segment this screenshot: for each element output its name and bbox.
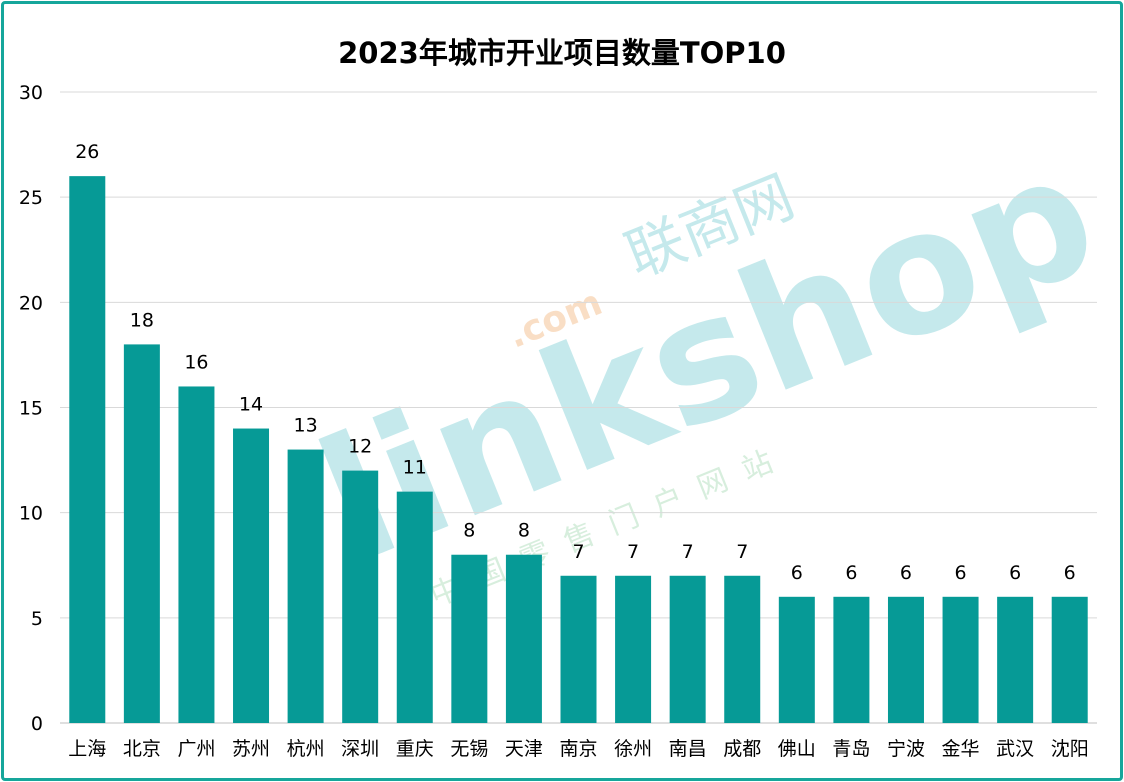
data-label: 18 [130, 309, 154, 331]
y-tick-label: 0 [31, 713, 43, 735]
bar [396, 491, 433, 723]
y-tick-label: 20 [19, 292, 43, 314]
bar [942, 596, 979, 723]
data-label: 6 [845, 562, 857, 584]
bar [833, 596, 870, 723]
x-tick-label: 深圳 [341, 738, 379, 760]
data-label: 12 [348, 436, 372, 458]
bar [1051, 596, 1088, 723]
bar [178, 386, 215, 723]
data-label: 6 [1064, 562, 1076, 584]
bar [560, 575, 597, 723]
x-tick-label: 重庆 [396, 738, 434, 760]
bar [233, 428, 270, 723]
x-tick-label: 广州 [177, 738, 215, 760]
x-tick-label: 沈阳 [1051, 738, 1089, 760]
x-tick-label: 南昌 [669, 738, 707, 760]
chart-title: 2023年城市开业项目数量TOP10 [338, 36, 786, 70]
x-tick-label: 北京 [123, 738, 161, 760]
bar [287, 449, 324, 723]
data-label: 13 [294, 415, 318, 437]
y-tick-label: 25 [19, 187, 43, 209]
x-tick-label: 宁波 [887, 738, 925, 760]
data-label: 26 [75, 141, 99, 163]
data-label: 6 [900, 562, 912, 584]
x-tick-label: 金华 [942, 738, 980, 760]
data-label: 14 [239, 394, 263, 416]
bar [69, 176, 106, 724]
x-tick-label: 徐州 [614, 738, 652, 760]
x-tick-label: 武汉 [996, 738, 1034, 760]
bar [123, 344, 160, 723]
x-tick-label: 天津 [505, 738, 543, 760]
x-tick-label: 青岛 [832, 738, 870, 760]
bar [505, 554, 542, 723]
x-tick-label: 南京 [559, 738, 597, 760]
x-tick-label: 无锡 [450, 738, 488, 760]
data-label: 8 [463, 520, 475, 542]
bar [669, 575, 706, 723]
bar [997, 596, 1034, 723]
data-label: 6 [955, 562, 967, 584]
bar [724, 575, 761, 723]
bar [615, 575, 652, 723]
x-tick-label: 杭州 [287, 738, 325, 760]
x-tick-label: 佛山 [778, 738, 816, 760]
x-tick-label: 苏州 [232, 738, 270, 760]
bar [887, 596, 924, 723]
y-tick-label: 30 [19, 82, 43, 104]
y-tick-label: 15 [19, 398, 43, 420]
data-label: 7 [736, 541, 748, 563]
data-label: 7 [627, 541, 639, 563]
bar [342, 470, 379, 723]
data-label: 11 [403, 457, 427, 479]
data-label: 7 [682, 541, 694, 563]
bar [778, 596, 815, 723]
y-tick-label: 5 [31, 608, 43, 630]
data-label: 6 [1009, 562, 1021, 584]
y-tick-label: 10 [19, 503, 43, 525]
bar [451, 554, 488, 723]
data-label: 7 [572, 541, 584, 563]
data-label: 16 [184, 351, 208, 373]
data-label: 8 [518, 520, 530, 542]
data-label: 6 [791, 562, 803, 584]
x-tick-label: 成都 [723, 738, 761, 760]
x-tick-label: 上海 [68, 738, 106, 760]
